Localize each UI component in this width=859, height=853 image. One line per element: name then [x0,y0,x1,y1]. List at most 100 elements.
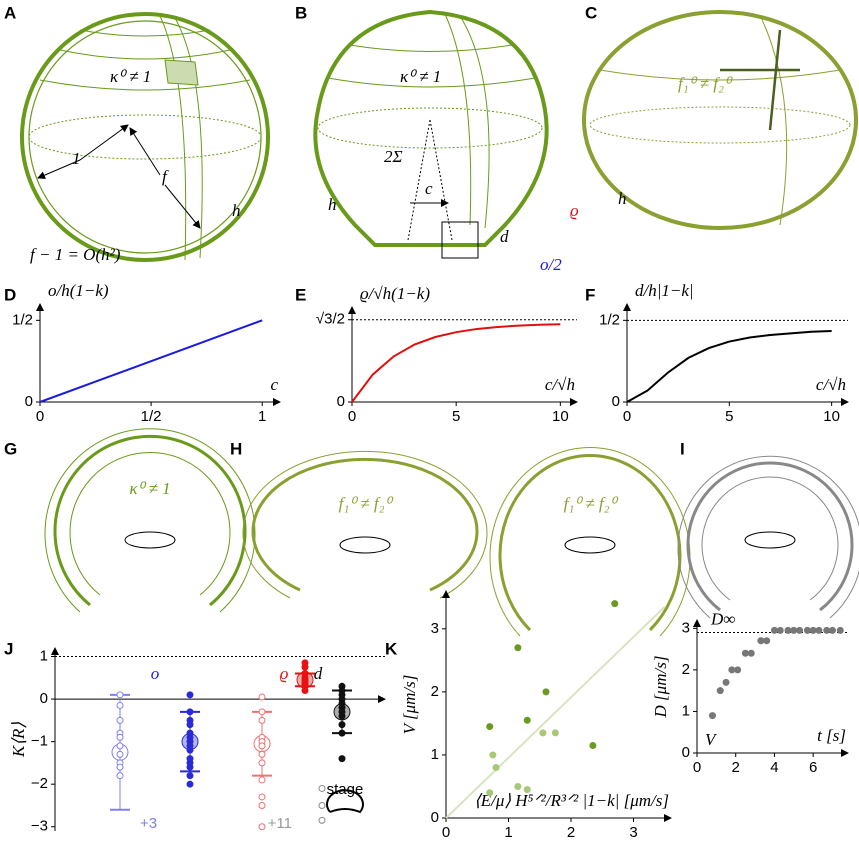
point [117,751,123,757]
point [259,824,265,830]
point [117,734,123,740]
y-tick-label: 1/2 [12,311,33,328]
point [748,650,755,657]
point [259,751,265,757]
panel-label: K [385,639,398,658]
point [777,627,784,634]
label: h [328,195,337,214]
panel-label: F [585,285,595,304]
x-tick-label: 1 [504,824,512,841]
point [489,751,496,758]
point [829,627,836,634]
y-axis-label: K⟨R⟩ [9,722,28,758]
group-label: o [151,664,160,683]
x-axis-label: t [s] [817,726,846,745]
label: f − 1 = O(h²) [30,245,121,264]
fit-line [446,607,665,818]
label: f₁⁰ ≠ f₂⁰ [678,74,733,93]
point [539,729,546,736]
ring-h [243,447,690,636]
point [319,817,325,823]
label: ϱ [570,201,579,220]
y-tick-label: √3/2 [316,311,345,328]
label: κ⁰ ≠ 1 [129,479,170,498]
y-tick-label: 0 [337,393,345,410]
point [117,743,123,749]
y-tick-label: 2 [682,661,690,678]
annotation: D∞ [710,609,735,628]
point [524,786,531,793]
point [302,688,308,694]
point [117,764,123,770]
y-tick-label: −1 [31,733,48,750]
x-tick-label: 0 [693,759,701,776]
annotation: +3 [140,815,157,832]
point [187,773,193,779]
point [815,627,822,634]
x-tick-label: 3 [629,824,637,841]
point [187,747,193,753]
point [486,789,493,796]
x-tick-label: 2 [567,824,575,841]
point [796,627,803,634]
y-tick-label: 0 [40,690,48,707]
x-tick-label: 0 [348,408,356,425]
y-tick-label: 1/2 [599,311,620,328]
curve [40,320,262,402]
x-tick-label: 5 [725,408,733,425]
label: 1 [72,149,81,168]
figure: κ⁰ ≠ 1 1 f h f − 1 = O(h²) κ⁰ ≠ 1 2Σ c h… [0,0,859,848]
y-tick-label: −3 [31,818,48,835]
y-tick-label: 0 [612,393,620,410]
point [259,777,265,783]
point [339,730,345,736]
point [734,666,741,673]
y-tick-label: 0 [25,393,33,410]
y-tick-label: 3 [682,619,690,636]
ring-g [45,429,255,612]
point [543,688,550,695]
shell-b [315,12,546,245]
point [723,679,730,686]
x-tick-label: 2 [732,759,740,776]
x-axis-label: c/√h [545,375,575,394]
label: κ⁰ ≠ 1 [400,67,441,86]
sphere-a [22,14,268,260]
label: 2Σ [384,147,403,166]
x-tick-label: 0 [623,408,631,425]
point [837,627,844,634]
point [117,773,123,779]
label: f₁⁰ ≠ f₂⁰ [339,494,394,513]
point [259,743,265,749]
x-tick-label: 4 [770,759,778,776]
label: f [162,167,169,186]
x-tick-label: 1/2 [141,408,162,425]
axis-title: d/h|1−k| [635,281,694,300]
point [117,702,123,708]
panel-label: D [4,285,16,304]
label: f₁⁰ ≠ f₂⁰ [564,494,619,513]
arrows-a [38,125,200,228]
panel-label: H [230,439,242,458]
label: h [618,189,627,208]
curve [627,331,832,402]
point [259,794,265,800]
point [493,764,500,771]
label: κ⁰ ≠ 1 [110,67,151,86]
group-label: ϱ [280,664,289,683]
point [611,600,618,607]
x-tick-label: 5 [452,408,460,425]
y-tick-label: 0 [682,744,690,761]
point [259,802,265,808]
annotation: stage [327,781,364,798]
point [117,692,123,698]
y-axis-label: D [μm/s] [651,656,670,719]
point [187,764,193,770]
label: d [500,227,509,246]
y-tick-label: 1 [431,746,439,763]
point [319,802,325,808]
point [117,717,123,723]
x-axis-label: c [270,375,278,394]
point [589,742,596,749]
point [187,692,193,698]
